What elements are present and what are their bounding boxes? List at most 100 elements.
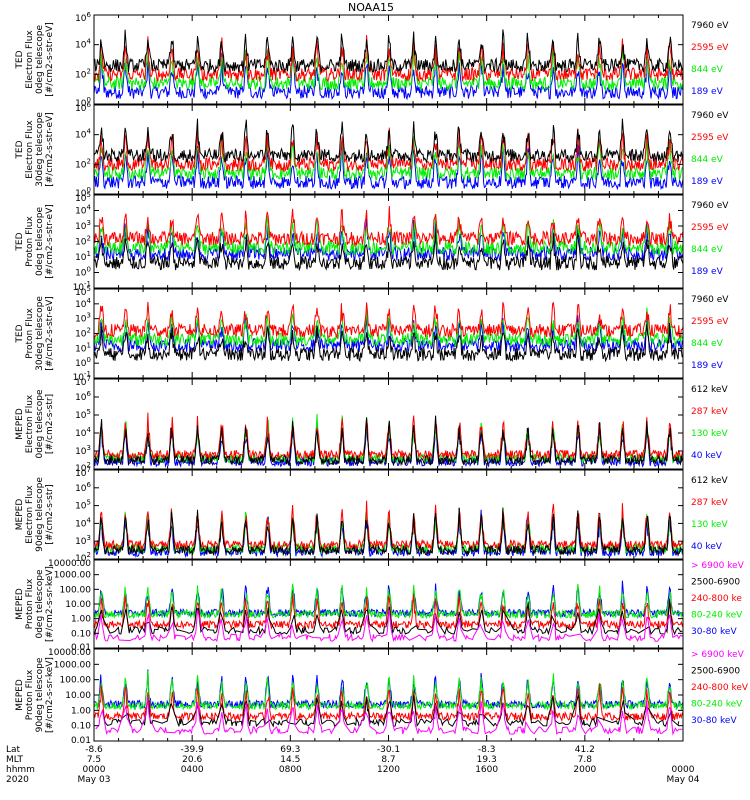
y-axis-label-line: Electron Flux bbox=[25, 30, 35, 89]
x-axis-row-label: 2020 bbox=[6, 775, 29, 785]
y-axis-label-line: [#/cm2-s-str] bbox=[45, 394, 55, 454]
legend-item: 80-240 keV bbox=[691, 700, 743, 710]
y-tick-label: 103 bbox=[75, 444, 91, 457]
y-axis-label-line: TED bbox=[15, 50, 25, 69]
y-axis-label-line: TED bbox=[15, 232, 25, 251]
y-tick-label: 103 bbox=[75, 534, 91, 547]
series-trace-magenta bbox=[93, 609, 684, 643]
series-trace-black bbox=[94, 598, 683, 636]
x-axis-row-label: MLT bbox=[6, 755, 24, 765]
legend-item: 844 eV bbox=[691, 155, 724, 165]
y-axis-label: TED Proton Flux 0deg telescope [#/cm2-s-str… bbox=[15, 204, 55, 279]
y-axis-label-line: Proton Flux bbox=[25, 578, 35, 629]
y-axis-label-line: [#/cm2-s-str-eV] bbox=[45, 112, 55, 187]
y-axis-label-line: Electron Flux bbox=[25, 394, 35, 453]
y-axis-label-line: [#/cm2-s-str-eV] bbox=[45, 22, 55, 97]
y-tick-label: 1000.00 bbox=[54, 571, 91, 581]
y-tick-label: 0.10 bbox=[71, 629, 91, 639]
y-axis-label: TED Electron Flux 30deg telescope [#/cm2-s-… bbox=[15, 112, 55, 187]
y-axis-label-line: 30deg telescope bbox=[35, 296, 45, 371]
y-tick-label: 104 bbox=[75, 128, 91, 141]
series-trace-blue bbox=[93, 218, 684, 262]
y-tick-label: 106 bbox=[75, 11, 91, 24]
y-axis-label-line: 90deg telescope bbox=[35, 657, 45, 732]
legend-item: > 6900 keV bbox=[691, 650, 745, 660]
y-axis-label-line: 0deg telescope bbox=[35, 569, 45, 639]
x-tick-label: 20.6 bbox=[182, 755, 202, 765]
y-axis-label: MEPED Electron Flux 0deg telescope [#/cm2-s… bbox=[15, 389, 55, 459]
series-trace-black bbox=[93, 322, 684, 363]
y-tick-label: 100 bbox=[75, 266, 91, 279]
y-axis-label-line: [#/cm2-s-str-eV] bbox=[45, 204, 55, 279]
x-tick-label: 0400 bbox=[181, 765, 204, 775]
x-tick-label: -8.6 bbox=[85, 745, 103, 755]
legend-item: 240-800 keV bbox=[691, 683, 749, 693]
y-tick-label: 100.00 bbox=[60, 585, 92, 595]
series-trace-black bbox=[93, 29, 684, 74]
legend-item: 30-80 keV bbox=[691, 716, 737, 726]
y-tick-label: 10000.00 bbox=[48, 648, 91, 658]
legend-item: 287 keV bbox=[691, 407, 728, 417]
series-trace-black bbox=[93, 118, 684, 164]
y-axis-label-line: MEPED bbox=[15, 588, 25, 620]
y-tick-label: 106 bbox=[75, 390, 91, 403]
y-tick-label: 0.01 bbox=[71, 643, 91, 653]
legend-item: 2595 eV bbox=[691, 223, 729, 233]
legend-item: 2500-6900 bbox=[691, 578, 740, 588]
series-trace-red bbox=[93, 683, 684, 723]
y-tick-label: 101 bbox=[75, 250, 91, 263]
y-tick-label: 0.01 bbox=[71, 736, 91, 746]
y-axis-label: TED Proton Flux 30deg telescope [#/cm2-s-st… bbox=[15, 296, 55, 371]
series-trace-magenta bbox=[95, 695, 683, 736]
y-tick-label: 10000.00 bbox=[48, 559, 91, 569]
y-tick-label: 104 bbox=[75, 516, 91, 529]
y-axis-label-line: [#/cm2-s-str-eV] bbox=[45, 296, 55, 371]
series-trace-green bbox=[93, 213, 684, 257]
x-tick-label: -39.9 bbox=[181, 745, 205, 755]
y-axis-label-line: [#/cm2-s-str] bbox=[45, 484, 55, 544]
y-tick-label: 104 bbox=[75, 426, 91, 439]
y-axis-label-line: MEPED bbox=[15, 679, 25, 711]
legend-item: 40 keV bbox=[691, 542, 723, 552]
y-axis-label-line: 0deg telescope bbox=[35, 389, 45, 459]
x-tick-label: 0800 bbox=[279, 765, 302, 775]
chart-title: NOAA15 bbox=[348, 1, 394, 14]
y-tick-label: 1.00 bbox=[71, 615, 91, 625]
series-trace-green bbox=[93, 583, 684, 620]
legend-item: 7960 eV bbox=[691, 111, 729, 121]
legend-item: 189 eV bbox=[691, 87, 724, 97]
legend-item: 189 eV bbox=[691, 361, 724, 371]
legend-item: 130 keV bbox=[691, 520, 728, 530]
y-tick-label: 102 bbox=[75, 235, 91, 248]
y-axis-label-line: 0deg telescope bbox=[35, 25, 45, 95]
y-tick-label: 102 bbox=[75, 67, 91, 80]
y-tick-label: 103 bbox=[75, 312, 91, 325]
y-axis-label-line: MEPED bbox=[15, 408, 25, 440]
legend-item: 7960 eV bbox=[691, 295, 729, 305]
legend-item: 2500-6900 bbox=[691, 667, 740, 677]
y-tick-label: 104 bbox=[75, 204, 91, 217]
y-tick-label: 100 bbox=[75, 356, 91, 369]
x-tick-label: 2000 bbox=[573, 765, 596, 775]
y-tick-label: 102 bbox=[75, 327, 91, 340]
series-trace-black bbox=[93, 232, 684, 272]
legend-item: 844 eV bbox=[691, 245, 724, 255]
x-tick-label: 1600 bbox=[475, 765, 498, 775]
legend-item: 612 keV bbox=[691, 385, 728, 395]
y-axis-label: TED Electron Flux 0deg telescope [#/cm2-s-s… bbox=[15, 22, 55, 97]
y-tick-label: 1.00 bbox=[71, 706, 91, 716]
y-axis-label-line: Electron Flux bbox=[25, 485, 35, 544]
legend-item: 130 keV bbox=[691, 429, 728, 439]
y-axis-label-line: Proton Flux bbox=[25, 216, 35, 267]
series-trace-red bbox=[93, 301, 684, 339]
legend-item: 612 keV bbox=[691, 476, 728, 486]
y-axis-label-line: TED bbox=[15, 140, 25, 159]
y-axis-label-line: 90deg telescope bbox=[35, 477, 45, 552]
y-tick-label: 105 bbox=[75, 499, 91, 512]
x-tick-label: May 04 bbox=[667, 775, 700, 785]
series-trace-green bbox=[93, 307, 684, 348]
legend-item: > 6900 keV bbox=[691, 561, 745, 571]
legend-item: 2595 eV bbox=[691, 317, 729, 327]
y-tick-label: 105 bbox=[75, 408, 91, 421]
